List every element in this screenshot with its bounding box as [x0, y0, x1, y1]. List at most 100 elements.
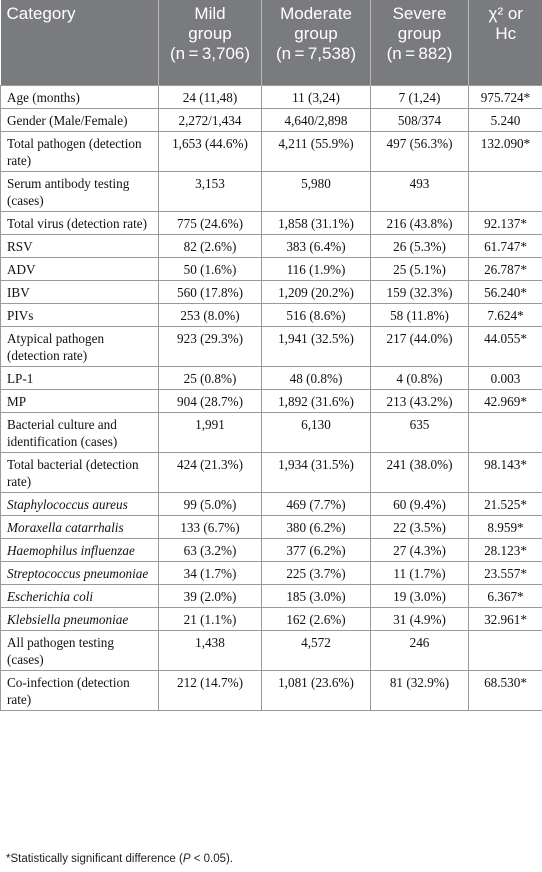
cell-moderate: 1,892 (31.6%)	[261, 388, 371, 413]
cell-moderate: 380 (6.2%)	[261, 514, 371, 539]
footnote-p-symbol: P	[182, 853, 191, 865]
cell-mild: 253 (8.0%)	[158, 302, 262, 327]
cell-statistic: 7.624*	[468, 302, 542, 327]
header-row: Category Mild group (n = 3,706) Moderate grou…	[0, 0, 542, 85]
cell-severe: 25 (5.1%)	[370, 256, 469, 281]
cell-severe: 493	[370, 170, 469, 212]
cell-moderate: 5,980	[261, 170, 371, 212]
header-line: (n = 882)	[386, 44, 453, 63]
cell-statistic: 23.557*	[468, 560, 542, 585]
cell-statistic: 28.123*	[468, 537, 542, 562]
cell-mild: 25 (0.8%)	[158, 365, 262, 390]
row-label: Total virus (detection rate)	[0, 210, 159, 235]
cell-statistic: 132.090*	[468, 130, 542, 172]
cell-mild: 82 (2.6%)	[158, 233, 262, 258]
cell-statistic: 8.959*	[468, 514, 542, 539]
header-line: (n = 7,538)	[275, 44, 357, 63]
cell-moderate: 383 (6.4%)	[261, 233, 371, 258]
row-label: Gender (Male/Female)	[0, 107, 159, 132]
table-row: RSV 82 (2.6%) 383 (6.4%) 26 (5.3%) 61.747*	[0, 233, 542, 258]
cell-statistic: 92.137*	[468, 210, 542, 235]
cell-mild: 904 (28.7%)	[158, 388, 262, 413]
header-line: Mild	[194, 4, 226, 23]
cell-mild: 133 (6.7%)	[158, 514, 262, 539]
table-row: Klebsiella pneumoniae 21 (1.1%) 162 (2.6%)…	[0, 606, 542, 631]
table-row: Moraxella catarrhalis 133 (6.7%) 380 (6.2%…	[0, 514, 542, 539]
header-line: (n = 3,706)	[169, 44, 251, 63]
table-row: Staphylococcus aureus 99 (5.0%) 469 (7.7%)…	[0, 491, 542, 516]
cell-severe: 159 (32.3%)	[370, 279, 469, 304]
cell-moderate: 1,934 (31.5%)	[261, 451, 371, 493]
cell-severe: 217 (44.0%)	[370, 325, 469, 367]
table-row: Streptococcus pneumoniae 34 (1.7%) 225 (3.…	[0, 560, 542, 585]
row-label: Total bacterial (detection rate)	[0, 451, 159, 493]
cell-severe: 7 (1,24)	[370, 84, 469, 109]
cell-severe: 26 (5.3%)	[370, 233, 469, 258]
header-line: χ² or	[488, 4, 523, 23]
cell-mild: 923 (29.3%)	[158, 325, 262, 367]
row-label: PIVs	[0, 302, 159, 327]
row-label: Escherichia coli	[0, 583, 159, 608]
header-line: group	[397, 24, 442, 43]
table-row: Serum antibody testing (cases) 3,153 5,980…	[0, 170, 542, 212]
cell-moderate: 6,130	[261, 411, 371, 453]
cell-statistic: 61.747*	[468, 233, 542, 258]
cell-moderate: 516 (8.6%)	[261, 302, 371, 327]
row-label: Bacterial culture and identification (ca…	[0, 411, 159, 453]
cell-moderate: 48 (0.8%)	[261, 365, 371, 390]
table-row: IBV 560 (17.8%) 1,209 (20.2%) 159 (32.3%) 56…	[0, 279, 542, 304]
cell-mild: 212 (14.7%)	[158, 669, 262, 711]
cell-mild: 3,153	[158, 170, 262, 212]
table-row: Atypical pathogen (detection rate) 923 (2…	[0, 325, 542, 367]
row-label: LP-1	[0, 365, 159, 390]
row-label: RSV	[0, 233, 159, 258]
header-line: Category	[6, 4, 76, 23]
table-row: LP-1 25 (0.8%) 48 (0.8%) 4 (0.8%) 0.003	[0, 365, 542, 390]
row-label: MP	[0, 388, 159, 413]
cell-severe: 81 (32.9%)	[370, 669, 469, 711]
cell-mild: 34 (1.7%)	[158, 560, 262, 585]
cell-moderate: 225 (3.7%)	[261, 560, 371, 585]
cell-mild: 2,272/1,434	[158, 107, 262, 132]
footnote-text-pre: *Statistically significant difference (	[6, 853, 183, 865]
table-header: Category Mild group (n = 3,706) Moderate grou…	[0, 0, 542, 85]
row-label: Staphylococcus aureus	[0, 491, 159, 516]
table-row: Escherichia coli 39 (2.0%) 185 (3.0%) 19 (3…	[0, 583, 542, 608]
cell-moderate: 1,858 (31.1%)	[261, 210, 371, 235]
row-label: Total pathogen (detection rate)	[0, 130, 159, 172]
cell-severe: 635	[370, 411, 469, 453]
table-row: PIVs 253 (8.0%) 516 (8.6%) 58 (11.8%) 7.624*	[0, 302, 542, 327]
header-category: Category	[0, 0, 159, 85]
cell-severe: 19 (3.0%)	[370, 583, 469, 608]
row-label: Serum antibody testing (cases)	[0, 170, 159, 212]
table-row: Age (months) 24 (11,48) 11 (3,24) 7 (1,24) 9…	[0, 84, 542, 109]
cell-mild: 24 (11,48)	[158, 84, 262, 109]
table-row: Co-infection (detection rate) 212 (14.7%)…	[0, 669, 542, 711]
cell-statistic: 26.787*	[468, 256, 542, 281]
cell-mild: 775 (24.6%)	[158, 210, 262, 235]
results-table: Category Mild group (n = 3,706) Moderate grou…	[0, 0, 542, 711]
cell-moderate: 4,572	[261, 629, 371, 671]
header-line: Hc	[495, 24, 517, 43]
cell-statistic: 56.240*	[468, 279, 542, 304]
cell-mild: 1,653 (44.6%)	[158, 130, 262, 172]
cell-severe: 58 (11.8%)	[370, 302, 469, 327]
row-label: IBV	[0, 279, 159, 304]
cell-mild: 50 (1.6%)	[158, 256, 262, 281]
cell-statistic: 0.003	[468, 365, 542, 390]
cell-moderate: 162 (2.6%)	[261, 606, 371, 631]
row-label: Atypical pathogen (detection rate)	[0, 325, 159, 367]
cell-statistic	[468, 411, 542, 453]
cell-moderate: 1,209 (20.2%)	[261, 279, 371, 304]
table-row: Gender (Male/Female) 2,272/1,434 4,640/2,8…	[0, 107, 542, 132]
cell-moderate: 185 (3.0%)	[261, 583, 371, 608]
cell-mild: 99 (5.0%)	[158, 491, 262, 516]
cell-mild: 1,991	[158, 411, 262, 453]
row-label: All pathogen testing (cases)	[0, 629, 159, 671]
cell-mild: 39 (2.0%)	[158, 583, 262, 608]
row-label: Klebsiella pneumoniae	[0, 606, 159, 631]
row-label: Haemophilus influenzae	[0, 537, 159, 562]
footnote: *Statistically significant difference (P…	[6, 853, 233, 865]
cell-moderate: 469 (7.7%)	[261, 491, 371, 516]
table-row: Bacterial culture and identification (ca…	[0, 411, 542, 453]
